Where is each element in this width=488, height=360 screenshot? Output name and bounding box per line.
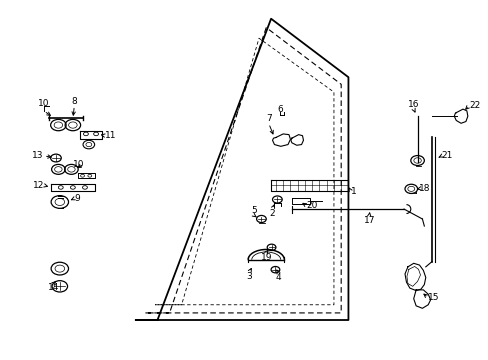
Text: 8: 8 <box>71 96 77 105</box>
Text: 5: 5 <box>251 206 257 215</box>
Text: 10: 10 <box>72 159 84 168</box>
Text: 21: 21 <box>441 152 452 161</box>
Text: 3: 3 <box>246 272 252 281</box>
Text: 6: 6 <box>276 105 282 114</box>
Text: 9: 9 <box>74 194 80 203</box>
Text: 1: 1 <box>350 187 356 196</box>
Text: 20: 20 <box>306 201 317 210</box>
Text: 14: 14 <box>48 283 59 292</box>
Text: 15: 15 <box>427 293 439 302</box>
Text: 2: 2 <box>269 209 275 218</box>
Text: 11: 11 <box>105 131 117 140</box>
Text: 19: 19 <box>260 253 271 262</box>
Text: 22: 22 <box>468 101 480 110</box>
Text: 18: 18 <box>418 184 429 193</box>
Text: 17: 17 <box>363 216 374 225</box>
Text: 7: 7 <box>265 114 271 123</box>
Text: 4: 4 <box>275 273 281 282</box>
Text: 12: 12 <box>32 181 44 190</box>
Text: 10: 10 <box>38 99 49 108</box>
Text: 16: 16 <box>407 100 419 109</box>
Text: 13: 13 <box>32 152 44 161</box>
